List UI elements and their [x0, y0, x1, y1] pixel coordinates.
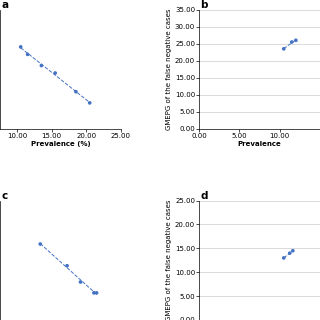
Point [38, 242, 43, 247]
Point [92, 290, 97, 295]
Point [293, 38, 299, 43]
Point [281, 46, 286, 52]
Point [281, 255, 286, 260]
Text: a: a [1, 0, 8, 10]
Text: c: c [1, 191, 7, 201]
Y-axis label: GMEPG of the false negative cases: GMEPG of the false negative cases [166, 9, 172, 130]
Point [73, 89, 78, 94]
Point [78, 279, 83, 284]
Point [53, 70, 58, 76]
Point [94, 290, 99, 295]
X-axis label: Prevalence (%): Prevalence (%) [31, 140, 90, 147]
Point [39, 63, 44, 68]
Point [25, 52, 30, 57]
Text: d: d [200, 191, 208, 201]
Point [289, 39, 294, 44]
Point [287, 251, 292, 256]
Text: b: b [200, 0, 208, 10]
Point [18, 44, 23, 50]
X-axis label: Prevalence: Prevalence [238, 140, 282, 147]
Point [290, 248, 295, 253]
Y-axis label: GMEPG of the false negative cases: GMEPG of the false negative cases [166, 200, 172, 320]
Point [65, 263, 70, 268]
Point [87, 100, 92, 105]
